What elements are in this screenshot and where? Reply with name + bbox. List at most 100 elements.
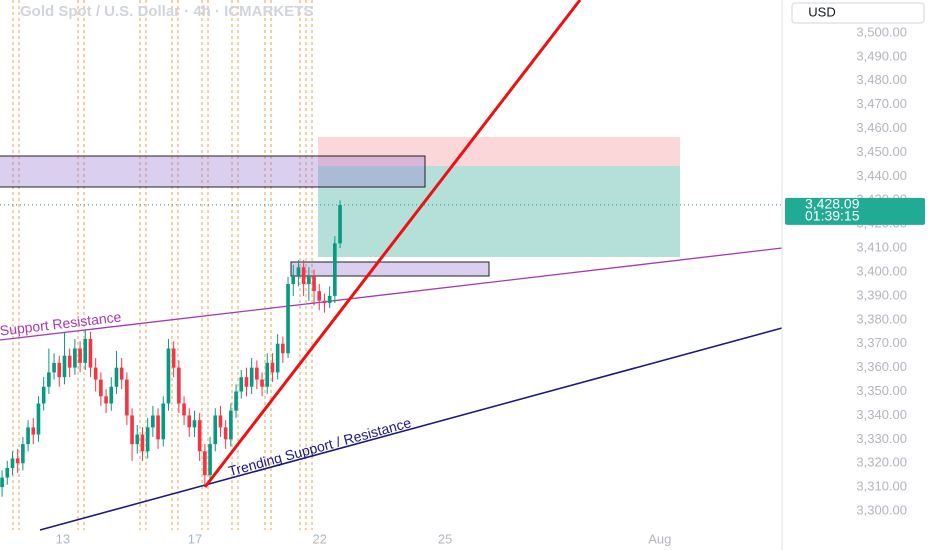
candle-body xyxy=(125,379,129,416)
candle-body xyxy=(41,386,46,404)
candle-body xyxy=(31,427,36,435)
candle-body xyxy=(78,348,82,363)
candle-body xyxy=(197,420,202,452)
y-tick-label: 3,410.00 xyxy=(856,240,907,255)
stop-zone xyxy=(318,137,680,166)
candle-body xyxy=(223,427,228,440)
candle-body xyxy=(244,377,249,387)
y-tick-label: 3,320.00 xyxy=(856,455,907,470)
y-tick-label: 3,460.00 xyxy=(856,120,907,135)
y-tick-label: 3,330.00 xyxy=(856,431,907,446)
candle-body xyxy=(338,205,342,244)
candle-body xyxy=(88,338,93,368)
candle-body xyxy=(93,367,98,380)
candle-body xyxy=(140,434,145,452)
candle-body xyxy=(21,444,25,464)
candle-body xyxy=(83,338,88,363)
last-price-box xyxy=(785,197,925,225)
candle-body xyxy=(135,434,140,445)
candle-body xyxy=(47,372,51,387)
candle-body xyxy=(260,379,264,387)
candle-body xyxy=(270,362,275,373)
candle-body xyxy=(301,267,306,284)
candle-body xyxy=(99,379,103,397)
candle-body xyxy=(192,420,197,428)
currency-button[interactable] xyxy=(791,2,925,24)
candle-body xyxy=(109,386,114,404)
candle-body xyxy=(67,355,72,368)
y-tick-label: 3,500.00 xyxy=(856,24,907,39)
candle-body xyxy=(265,362,270,387)
countdown: 01:39:15 xyxy=(805,208,860,224)
candle-body xyxy=(213,415,218,445)
candle-body xyxy=(10,458,15,469)
candles xyxy=(0,200,342,497)
candle-body xyxy=(0,477,4,488)
candle-body xyxy=(130,415,134,445)
candle-body xyxy=(36,403,41,435)
x-tick-label: 25 xyxy=(438,531,452,546)
candle-body xyxy=(312,276,316,292)
candle-body xyxy=(5,468,10,478)
currency[interactable]: USD xyxy=(808,4,835,19)
last-price-label: 3,428.09 xyxy=(805,196,860,212)
x-tick-label: 22 xyxy=(313,531,327,546)
candle-body xyxy=(171,348,176,368)
candle-body xyxy=(114,367,119,387)
demand-zone xyxy=(290,261,490,277)
candle-body xyxy=(104,396,108,404)
candle-body xyxy=(249,367,254,387)
candle-body xyxy=(234,391,238,411)
candle-body xyxy=(145,427,150,452)
y-tick-label: 3,400.00 xyxy=(856,263,907,278)
target-zone xyxy=(318,166,680,257)
support-resistance-line xyxy=(0,247,783,341)
candle-body xyxy=(296,267,301,277)
y-tick-label: 3,490.00 xyxy=(856,48,907,63)
candle-body xyxy=(286,283,290,354)
candle-body xyxy=(166,348,171,404)
candle-body xyxy=(187,415,192,428)
candle-body xyxy=(177,367,181,404)
y-tick-label: 3,340.00 xyxy=(856,407,907,422)
candle-body xyxy=(73,348,77,368)
candle-body xyxy=(333,243,337,296)
candle-body xyxy=(151,415,155,428)
y-tick-label: 3,450.00 xyxy=(856,144,907,159)
candle-body xyxy=(156,415,160,440)
y-tick-label: 3,440.00 xyxy=(856,168,907,183)
candle-body xyxy=(26,427,30,445)
projection-line xyxy=(203,0,582,488)
session-lines xyxy=(12,0,313,530)
candle-body xyxy=(15,458,20,464)
candle-body xyxy=(317,291,322,301)
y-tick-label: 3,360.00 xyxy=(856,359,907,374)
candle-body xyxy=(208,444,212,476)
candle-body xyxy=(57,362,62,378)
x-tick-label: 13 xyxy=(56,531,70,546)
candle-body xyxy=(239,377,244,392)
y-tick-label: 3,300.00 xyxy=(856,502,907,517)
y-tick-label: 3,310.00 xyxy=(856,479,907,494)
y-tick-label: 3,370.00 xyxy=(856,335,907,350)
candle-body xyxy=(307,276,311,284)
candle-body xyxy=(52,362,56,373)
y-tick-label: 3,380.00 xyxy=(856,311,907,326)
candle-body xyxy=(291,276,296,284)
y-tick-label: 3,480.00 xyxy=(856,72,907,87)
x-tick-label: Aug xyxy=(648,531,671,546)
y-tick-label: 3,390.00 xyxy=(856,287,907,302)
candle-body xyxy=(281,343,285,354)
y-tick-label: 3,470.00 xyxy=(856,96,907,111)
supply-zone xyxy=(0,155,426,188)
candle-body xyxy=(218,415,223,428)
candle-body xyxy=(62,355,67,378)
candle-body xyxy=(327,295,332,304)
candle-body xyxy=(255,367,259,380)
candle-body xyxy=(119,367,124,380)
trend-line xyxy=(39,327,783,531)
y-tick-label: 3,350.00 xyxy=(856,383,907,398)
candle-body xyxy=(322,300,327,304)
